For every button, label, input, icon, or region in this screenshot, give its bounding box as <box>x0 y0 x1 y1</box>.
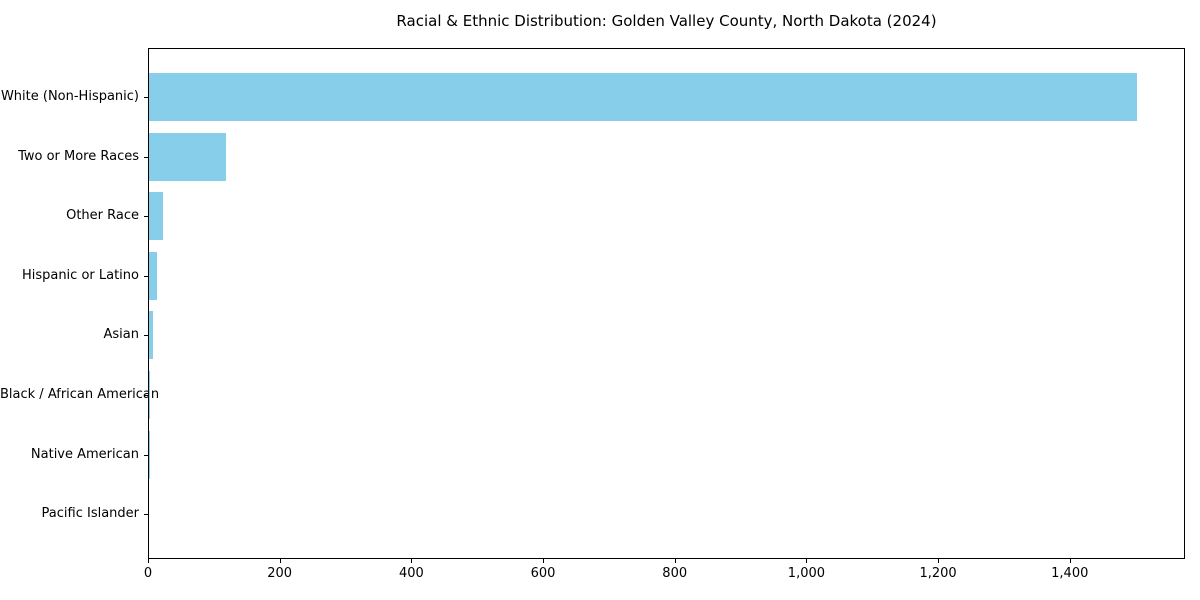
y-axis-category-label: White (Non-Hispanic) <box>0 89 139 104</box>
x-axis-tick-label: 600 <box>530 566 556 581</box>
x-axis-tick-label: 800 <box>662 566 688 581</box>
y-axis-category-label: Black / African American <box>0 387 160 402</box>
bar <box>149 251 157 300</box>
y-axis-tick <box>144 395 148 396</box>
y-axis-tick <box>144 275 148 277</box>
y-axis-tick <box>144 156 148 158</box>
x-axis-tick-label: 400 <box>398 566 424 581</box>
x-axis-tick <box>411 559 413 563</box>
x-axis-tick <box>806 559 808 563</box>
bar <box>149 73 1137 121</box>
x-axis-tick <box>148 559 149 563</box>
x-axis-tick-label: 1,400 <box>1051 566 1089 581</box>
x-axis-tick <box>674 559 676 563</box>
x-axis-tick-label: 0 <box>143 566 153 581</box>
bar <box>149 311 153 360</box>
y-axis-category-label: Asian <box>103 327 139 343</box>
y-axis-category-label: Two or More Races <box>18 148 139 164</box>
y-axis-category-label: Other Race <box>66 208 139 224</box>
x-axis-tick-label: 200 <box>267 566 293 581</box>
y-axis-category-label: Native American <box>30 446 139 462</box>
x-axis-tick <box>543 559 545 563</box>
y-axis-tick <box>144 97 148 98</box>
y-axis-tick <box>144 514 148 516</box>
bar <box>149 192 163 241</box>
bar <box>149 371 151 419</box>
x-axis-tick <box>1069 559 1071 563</box>
plot-area <box>148 48 1185 559</box>
y-axis-category-label: Hispanic or Latino <box>21 267 139 283</box>
y-axis-tick <box>144 216 148 218</box>
bar <box>149 132 227 181</box>
y-axis-tick <box>144 335 148 337</box>
chart-title: Racial & Ethnic Distribution: Golden Val… <box>396 12 937 30</box>
x-axis-tick-label: 1,200 <box>919 566 957 581</box>
y-axis-category-label: Pacific Islander <box>41 506 139 522</box>
y-axis-tick <box>144 454 148 456</box>
x-axis-tick <box>279 559 281 563</box>
bar <box>149 430 150 479</box>
x-axis-tick <box>938 559 940 563</box>
x-axis-tick-label: 1,000 <box>787 566 826 581</box>
